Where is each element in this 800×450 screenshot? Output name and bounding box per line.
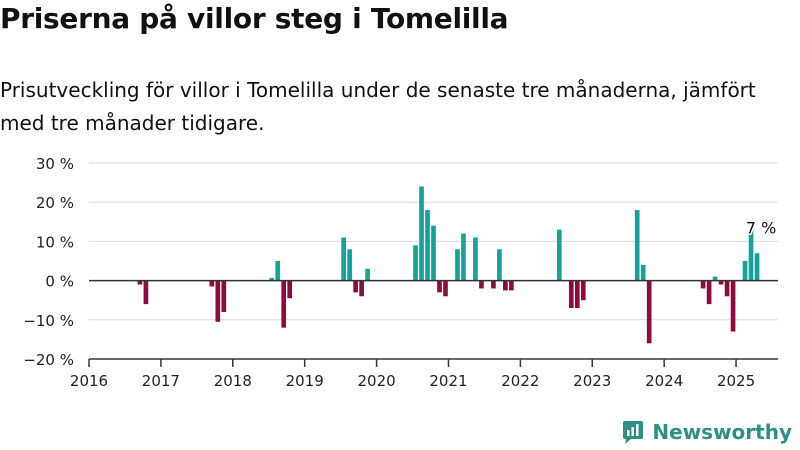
y-tick-label: 10 %: [36, 233, 74, 251]
bar: [503, 280, 508, 291]
x-tick-label: 2022: [501, 372, 539, 390]
bar: [365, 268, 370, 281]
bar: [718, 280, 724, 285]
page-title: Priserna på villor steg i Tomelilla: [0, 2, 509, 35]
x-tick-label: 2017: [142, 372, 180, 390]
page-subtitle: Prisutveckling för villor i Tomelilla un…: [0, 78, 756, 135]
bar: [509, 280, 514, 291]
bar: [347, 249, 352, 281]
bar: [497, 249, 502, 281]
bar: [437, 280, 442, 293]
bar: [556, 229, 562, 281]
bar: [443, 280, 448, 297]
brand-logo: Newsworthy: [620, 419, 792, 445]
bar: [748, 229, 754, 281]
x-tick-label: 2020: [357, 372, 395, 390]
bar: [431, 225, 436, 281]
x-tick-label: 2021: [429, 372, 467, 390]
bar: [137, 280, 143, 285]
bar: [742, 261, 748, 281]
bar: [580, 280, 586, 301]
bar: [712, 276, 718, 281]
x-tick-label: 2023: [573, 372, 611, 390]
bar: [215, 280, 221, 322]
bar: [419, 186, 424, 281]
bar: [281, 280, 287, 328]
bar: [209, 280, 215, 287]
bar: [730, 280, 736, 332]
bar: [425, 210, 430, 281]
x-tick-label: 2019: [286, 372, 324, 390]
bar: [461, 233, 466, 281]
y-tick-label: 0 %: [45, 273, 74, 291]
bar: [143, 280, 149, 305]
annotation-label: 7 %: [746, 219, 776, 238]
x-tick-label: 2025: [717, 372, 755, 390]
bar: [640, 264, 646, 281]
y-tick-label: −10 %: [23, 312, 74, 330]
bar: [287, 280, 293, 299]
bar: [574, 280, 580, 309]
brand-name: Newsworthy: [652, 420, 792, 444]
bar: [275, 261, 281, 281]
bar: [700, 280, 706, 289]
x-tick-label: 2024: [645, 372, 683, 390]
bar: [754, 253, 760, 281]
bar: [646, 280, 652, 344]
bar: [479, 280, 484, 289]
bar: [221, 280, 227, 312]
bar: [724, 280, 730, 297]
bar: [568, 280, 574, 309]
x-tick-label: 2018: [214, 372, 252, 390]
bar: [353, 280, 358, 293]
y-tick-label: −20 %: [23, 351, 74, 369]
newsworthy-logo-icon: [623, 421, 644, 444]
bar: [491, 280, 496, 289]
bar: [341, 237, 346, 281]
bar: [473, 237, 478, 281]
bar: [269, 277, 275, 281]
y-tick-label: 30 %: [36, 155, 74, 173]
x-tick-label: 2016: [70, 372, 108, 390]
bar: [359, 280, 364, 297]
bar: [706, 280, 712, 305]
bar: [413, 245, 418, 281]
bar: [455, 249, 460, 281]
bar: [634, 210, 640, 281]
y-tick-label: 20 %: [36, 194, 74, 212]
